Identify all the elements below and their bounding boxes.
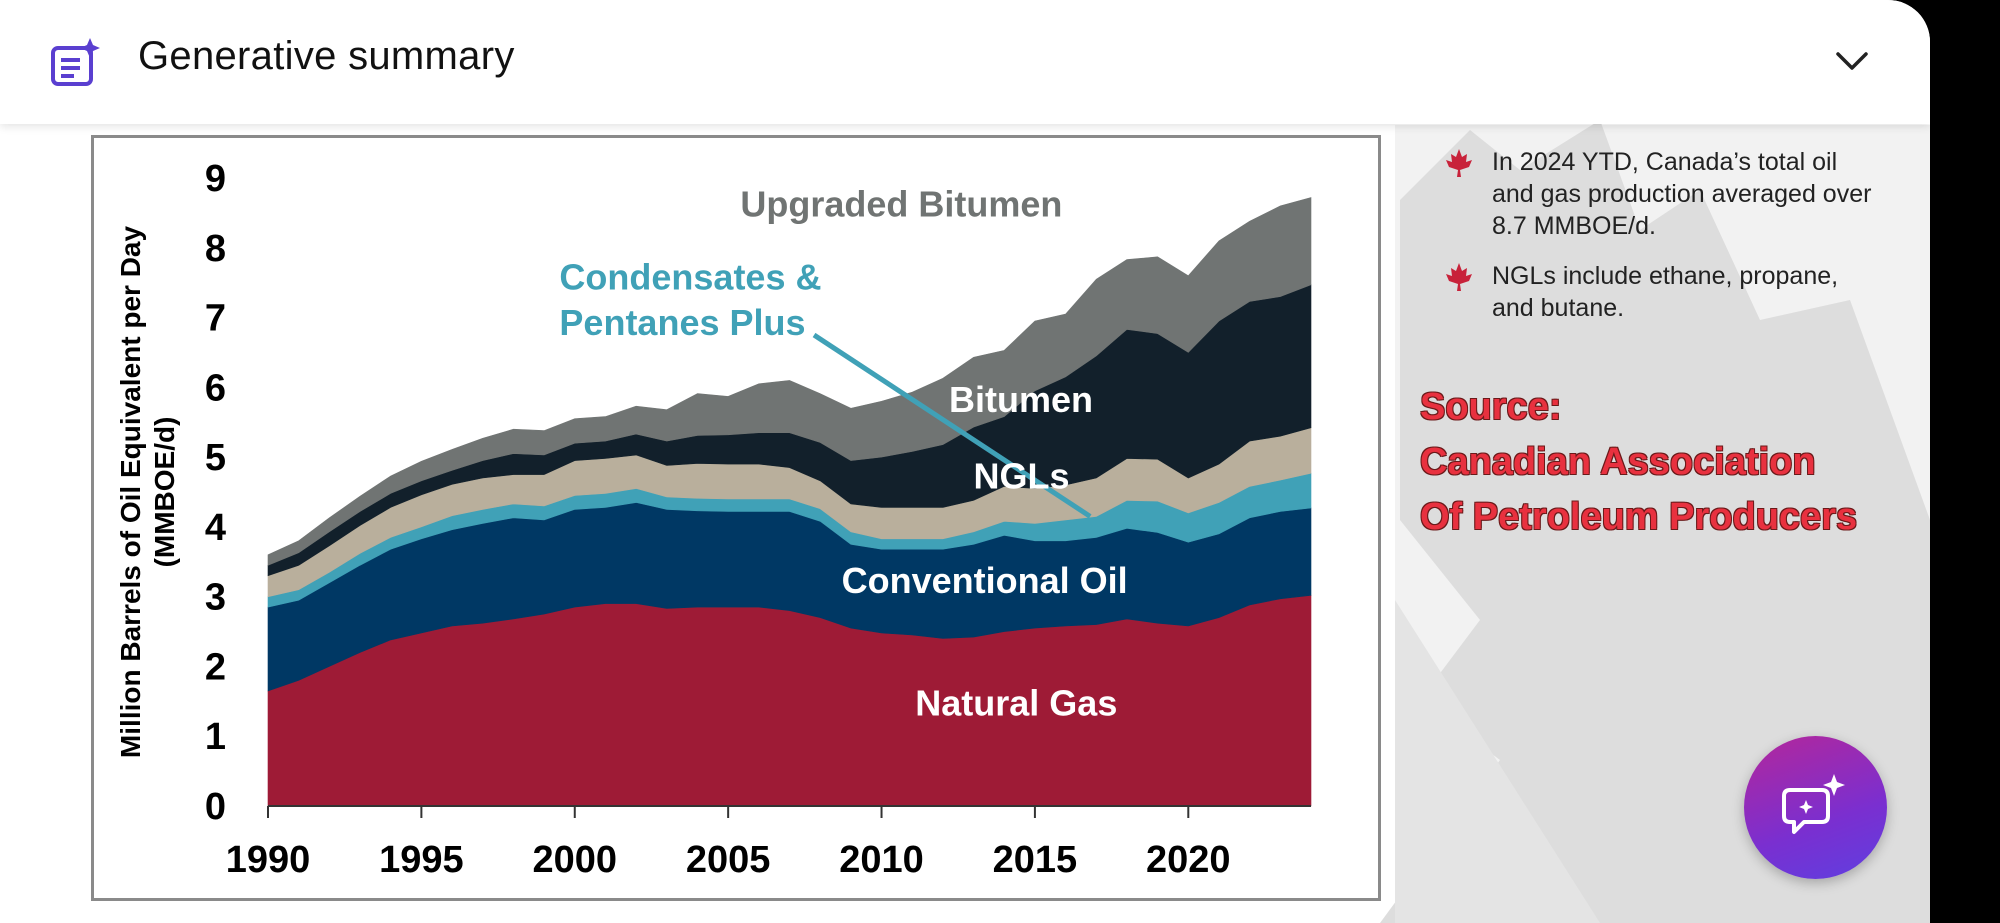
y-tick-label: 5: [205, 437, 226, 479]
y-tick-label: 1: [205, 716, 226, 758]
production-chart: 1990 1995 2000 2005 2010 2015 2020 0 1 2 3 4 5 6 7 8 9 Mi…: [91, 135, 1381, 901]
series-label: Pentanes Plus: [559, 302, 805, 343]
maple-leaf-icon: [1446, 263, 1472, 291]
x-tick-label: 1990: [226, 839, 311, 881]
series-label: Natural Gas: [915, 682, 1117, 723]
bullet-item: NGLs include ethane, propane, and butane…: [1444, 260, 1884, 324]
bullet-item: In 2024 YTD, Canada’s total oil and gas …: [1444, 146, 1884, 242]
source-line: Source:: [1420, 386, 1562, 428]
summary-panel: Generative summary 1990 1995 2000 2005 2010 2…: [0, 0, 1930, 923]
source-note: Source: Canadian Association Of Petroleu…: [1420, 380, 1857, 545]
maple-leaf-watermark: [1380, 120, 1930, 923]
area-series-5: [267, 197, 1312, 566]
y-tick-label: 0: [205, 786, 226, 828]
condensates-leader-line: [812, 332, 1092, 519]
ai-assistant-button[interactable]: [1744, 736, 1887, 879]
x-tick-label: 2000: [532, 839, 617, 881]
source-line: Canadian Association: [1420, 441, 1816, 483]
y-axis-label-line: (MMBOE/d): [149, 417, 180, 568]
maple-leaf-icon: [1446, 149, 1472, 177]
app-header: Generative summary: [0, 0, 1930, 124]
y-axis-label: Million Barrels of Oil Equivalent per Da…: [115, 226, 180, 759]
series-label: Conventional Oil: [842, 560, 1128, 601]
chart-canvas: 1990 1995 2000 2005 2010 2015 2020 0 1 2 3 4 5 6 7 8 9 Mi…: [115, 158, 1312, 881]
page-title: Generative summary: [138, 34, 515, 78]
y-tick-label: 4: [205, 507, 226, 549]
y-tick-label: 6: [205, 367, 226, 409]
bullet-text: In 2024 YTD, Canada’s total oil and gas …: [1492, 148, 1872, 240]
ai-chat-sparkle-icon: [1782, 774, 1845, 834]
series-label: Condensates &: [559, 257, 821, 298]
y-tick-label: 7: [205, 298, 226, 340]
y-tick-label: 3: [205, 577, 226, 619]
y-tick-label: 9: [205, 158, 226, 200]
series-label: Bitumen: [949, 379, 1093, 420]
sparkle-document-icon: [51, 38, 100, 86]
x-tick-label: 2020: [1146, 839, 1231, 881]
x-tick-label: 2010: [839, 839, 924, 881]
y-tick-label: 8: [205, 228, 226, 270]
y-axis-label-line: Million Barrels of Oil Equivalent per Da…: [115, 226, 146, 759]
chevron-down-icon[interactable]: [1834, 46, 1870, 76]
x-tick-label: 2015: [993, 839, 1078, 881]
bullet-text: NGLs include ethane, propane, and butane…: [1492, 262, 1839, 322]
x-tick-label: 2005: [686, 839, 771, 881]
bullet-list: In 2024 YTD, Canada’s total oil and gas …: [1444, 146, 1884, 342]
series-label: NGLs: [974, 456, 1070, 497]
y-tick-label: 2: [205, 646, 226, 688]
source-line: Of Petroleum Producers: [1420, 496, 1858, 538]
series-label: Upgraded Bitumen: [740, 183, 1062, 224]
x-tick-label: 1995: [379, 839, 464, 881]
